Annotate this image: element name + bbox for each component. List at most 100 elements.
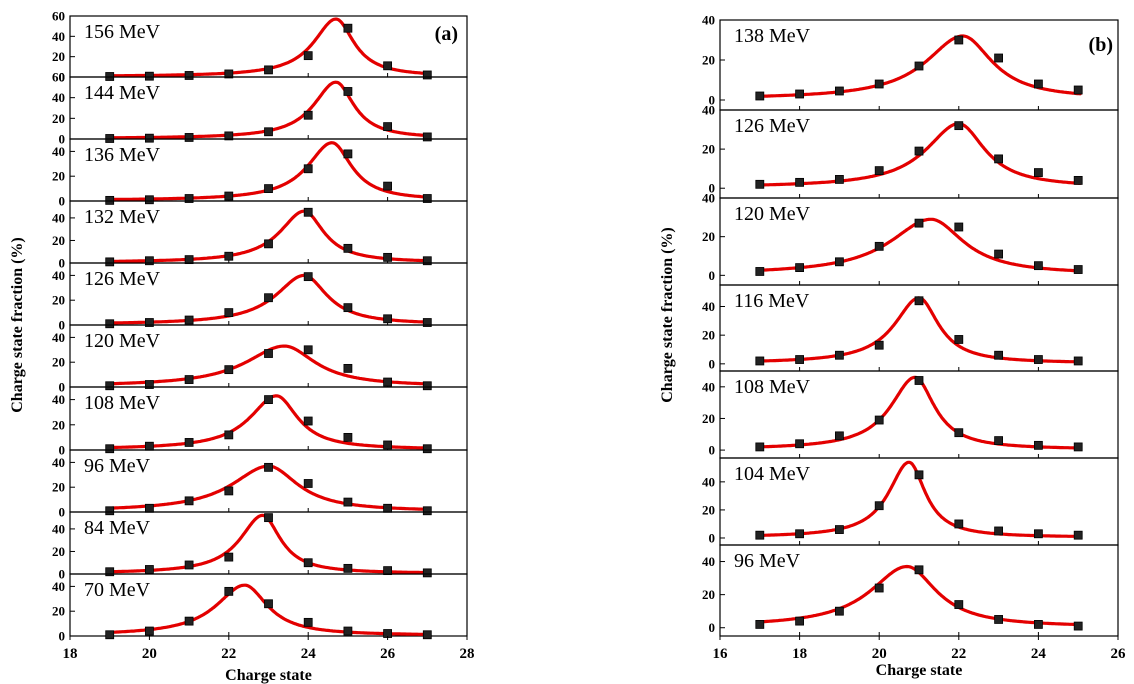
y-tick-label: 40 [52,579,65,594]
data-point [994,350,1003,360]
data-point [343,497,353,507]
data-point [1034,79,1043,89]
fit-curve [106,464,431,511]
data-point [184,194,194,203]
data-point [303,51,313,61]
y-tick-label: 40 [52,521,65,536]
energy-label: 116 MeV [734,290,810,312]
subplot-96-mev: 0 20 40 96 MeV [52,449,468,520]
data-point [383,440,393,450]
data-point [184,438,194,447]
data-point [874,166,884,176]
subplot-120-mev: 0 20 40 120 MeV [52,324,468,395]
energy-label: 108 MeV [734,376,811,398]
data-point [105,257,115,267]
data-point [994,154,1003,164]
data-point [383,252,393,262]
data-point [954,222,964,232]
data-point [105,195,115,205]
y-tick-label: 0 [59,629,66,644]
energy-label: 136 MeV [84,144,161,166]
data-point [383,566,393,576]
y-tick-label: 0 [709,530,716,545]
energy-label: 156 MeV [84,21,161,43]
y-tick-label: 20 [702,587,715,602]
fit-curve [756,564,1082,627]
y-tick-label: 0 [59,132,66,147]
data-point [105,319,115,329]
data-point [224,486,234,496]
y-tick-label: 20 [52,544,65,559]
data-point [264,462,273,472]
data-point [224,69,234,79]
y-tick-label: 40 [702,474,715,489]
y-tick-label: 40 [702,299,715,314]
data-point [264,65,273,75]
data-point [835,86,844,96]
data-point [383,503,393,513]
data-point [874,241,884,251]
data-point [755,530,765,540]
y-tick-label: 40 [52,268,65,283]
data-point [954,428,964,438]
y-tick-label: 40 [52,210,65,225]
y-axis-title: Charge state fraction (%) [9,237,26,413]
data-point [224,191,234,201]
data-point [343,243,353,253]
data-point [184,255,194,265]
energy-label: 126 MeV [734,115,811,137]
data-point [144,503,154,513]
data-point [224,308,234,318]
data-point [144,71,154,81]
data-point [1073,356,1083,366]
data-point [795,529,804,539]
data-point [795,439,804,449]
y-tick-label: 20 [52,604,65,619]
y-tick-label: 60 [52,70,65,85]
y-tick-label: 20 [702,53,715,68]
energy-label: 96 MeV [84,455,151,477]
data-point [383,122,393,131]
data-point [874,501,884,511]
energy-label: 84 MeV [84,517,151,539]
y-tick-label: 0 [709,356,716,371]
data-point [874,415,884,425]
y-tick-label: 0 [59,318,66,333]
data-point [343,563,353,573]
data-point [1034,355,1043,364]
data-point [224,430,234,440]
x-tick-label: 20 [872,646,887,662]
y-tick-label: 20 [702,411,715,426]
y-tick-label: 40 [702,191,715,206]
subplot-116-mev: 0 20 40 116 MeV [702,284,1119,372]
data-point [422,256,432,266]
data-point [795,177,804,187]
x-tick-label: 26 [380,646,396,662]
subplot-156-mev: 0 20 40 60 156 MeV [52,9,468,85]
y-tick-label: 20 [52,111,65,126]
y-tick-label: 40 [702,554,715,569]
data-point [105,506,115,516]
y-tick-label: 0 [59,567,66,582]
subplot-126-mev: 0 20 40 126 MeV [52,262,468,333]
y-tick-label: 0 [59,380,66,395]
x-axis-title: Charge state [225,667,312,684]
energy-label: 96 MeV [734,550,801,572]
subplot-84-mev: 0 20 40 84 MeV [52,511,468,582]
data-point [795,263,804,273]
data-point [105,381,115,391]
y-axis-title: Charge state fraction (%) [659,227,676,403]
data-point [343,626,353,636]
data-point [264,513,273,523]
data-point [144,441,154,451]
data-point [835,257,844,267]
data-point [184,71,194,80]
data-point [144,626,154,636]
data-point [954,35,964,45]
panel-b: 0 20 40 138 MeV 0 20 40 126 MeV 0 20 40 120 MeV 0 20 4… [659,13,1126,680]
fit-curve [106,583,431,637]
data-point [264,395,273,405]
y-tick-label: 20 [52,169,65,184]
data-point [144,318,154,327]
